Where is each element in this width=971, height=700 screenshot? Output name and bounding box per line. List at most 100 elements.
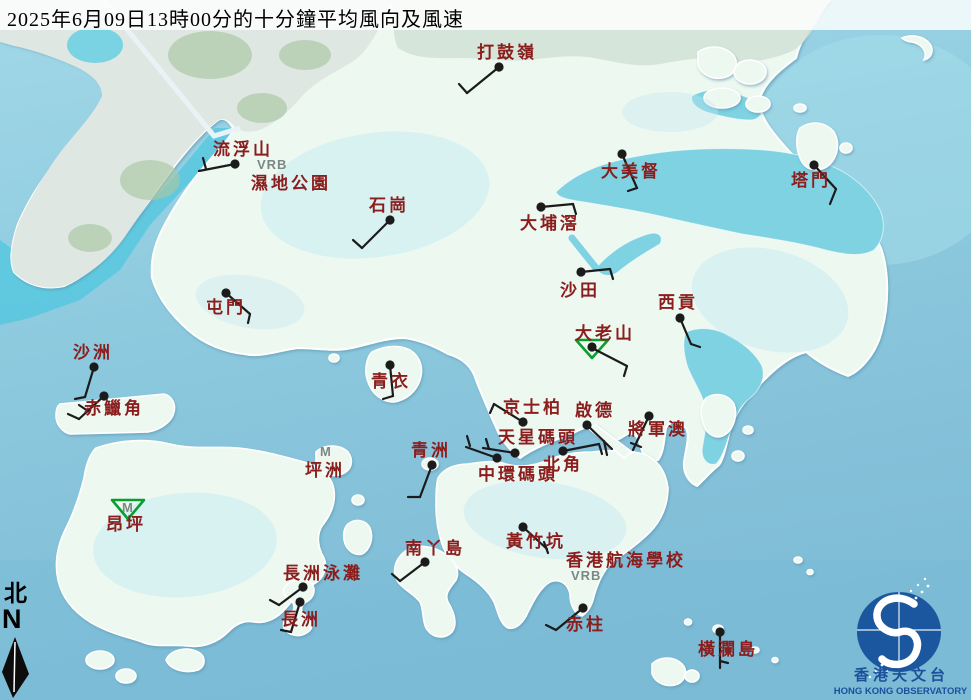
island-ne-small bbox=[793, 103, 807, 113]
island-kat-o-3 bbox=[703, 87, 741, 109]
island-hei-ling-chau bbox=[342, 519, 373, 556]
island-shek-kwu-chau bbox=[165, 648, 205, 673]
island-kau-yi-chau bbox=[351, 494, 365, 506]
wind-barb-line bbox=[289, 600, 302, 634]
station-dot bbox=[510, 448, 520, 458]
wind-barb-line bbox=[388, 363, 395, 398]
station-dot bbox=[385, 360, 395, 370]
wind-barb-line bbox=[246, 312, 252, 325]
station-cheung-chau-beach bbox=[268, 582, 308, 607]
shekou-water-patch bbox=[67, 27, 123, 63]
station-dot bbox=[385, 215, 395, 225]
wind-barb-line bbox=[484, 437, 491, 451]
wind-barb-line bbox=[351, 238, 364, 250]
wind-barb-line bbox=[579, 267, 612, 274]
station-tai-mei-tuk bbox=[617, 149, 639, 193]
station-dot bbox=[587, 342, 597, 352]
station-dot bbox=[644, 411, 654, 421]
shenzhen-river bbox=[101, 0, 241, 139]
station-tates-cairn bbox=[574, 338, 629, 378]
islet-ninepin-1 bbox=[793, 556, 803, 564]
islet-se-3 bbox=[771, 656, 779, 664]
wind-barb-line bbox=[622, 364, 629, 378]
hko-logo-name-en: HONG KONG OBSERVATORY bbox=[833, 686, 968, 697]
island-kau-sai-chau bbox=[700, 393, 737, 438]
station-sai-kung bbox=[675, 313, 702, 349]
hill-station-triangle-icon bbox=[574, 338, 610, 360]
island-po-toi bbox=[651, 657, 687, 687]
hill-station-triangle-icon bbox=[110, 498, 146, 521]
station-tuen-mun bbox=[221, 288, 252, 325]
station-dot bbox=[617, 149, 627, 159]
island-kat-o-4 bbox=[745, 95, 771, 113]
wind-barb-line bbox=[418, 463, 434, 499]
station-dot bbox=[518, 417, 528, 427]
compass-north-label-zh: 北 bbox=[4, 581, 27, 606]
station-ta-kwu-ling bbox=[457, 62, 504, 95]
wind-barb-line bbox=[812, 163, 838, 191]
wind-barb-line bbox=[602, 439, 609, 457]
tolo-harbour bbox=[555, 148, 884, 255]
hko-logo-swirl bbox=[873, 594, 922, 669]
island-port-shelter-3 bbox=[731, 450, 745, 462]
station-tai-po-kau bbox=[536, 202, 578, 216]
wind-barb-line bbox=[554, 606, 585, 632]
wind-barb-line bbox=[83, 365, 96, 399]
station-waglan-island bbox=[715, 627, 730, 670]
wind-barb-line bbox=[542, 540, 550, 555]
station-dot bbox=[420, 557, 430, 567]
station-cheung-chau bbox=[279, 597, 305, 634]
station-green-island bbox=[406, 460, 437, 499]
wind-barb-line bbox=[465, 65, 501, 95]
island-peng-chau bbox=[315, 445, 353, 477]
wind-barb-line bbox=[592, 347, 629, 368]
station-stanley bbox=[544, 603, 588, 632]
station-wong-chuk-hang bbox=[518, 522, 550, 555]
wind-barb-line bbox=[689, 342, 702, 349]
wind-barb-line bbox=[597, 442, 604, 456]
wind-barb-line bbox=[488, 402, 496, 415]
wind-barb-line bbox=[539, 202, 575, 209]
island-ma-wan bbox=[328, 353, 340, 363]
wind-barb-line bbox=[277, 585, 305, 607]
wind-barb-line bbox=[521, 525, 549, 551]
station-dot bbox=[221, 288, 231, 298]
station-dot bbox=[492, 453, 502, 463]
station-tsing-yi bbox=[381, 360, 395, 401]
station-chek-lap-kok bbox=[66, 391, 109, 421]
station-dot bbox=[298, 582, 308, 592]
wind-barb-line bbox=[828, 187, 838, 206]
stations-layer bbox=[66, 62, 838, 670]
island-soko-1 bbox=[85, 650, 115, 670]
island-kat-o-1 bbox=[697, 46, 738, 80]
wind-barb-line bbox=[390, 572, 402, 583]
station-ngong-ping bbox=[110, 498, 146, 521]
island-crescent-ne bbox=[900, 35, 933, 62]
wind-barb-line bbox=[718, 659, 730, 665]
wind-barb-line bbox=[77, 394, 106, 421]
island-port-shelter-2 bbox=[742, 425, 754, 435]
islet-ninepin-2 bbox=[806, 568, 814, 576]
station-lau-fau-shan bbox=[197, 156, 240, 173]
station-dot bbox=[89, 362, 99, 372]
island-airport bbox=[55, 393, 176, 435]
station-dot bbox=[558, 446, 568, 456]
tide-cove bbox=[595, 232, 662, 276]
wind-barb-line bbox=[224, 291, 252, 316]
wind-barb-line bbox=[678, 316, 693, 346]
wind-barb-line bbox=[197, 162, 237, 173]
island-po-toi-2 bbox=[684, 669, 700, 683]
shing-mun-river bbox=[568, 234, 600, 272]
wind-barb-line bbox=[201, 156, 208, 171]
island-soko-2 bbox=[115, 668, 137, 684]
station-dot bbox=[427, 460, 437, 470]
wind-barb-line bbox=[585, 423, 614, 451]
station-dot bbox=[809, 160, 819, 170]
island-lamma bbox=[393, 545, 459, 638]
station-dot bbox=[494, 62, 504, 72]
wind-barb-line bbox=[464, 445, 499, 460]
station-central-pier bbox=[464, 434, 502, 463]
island-tsing-yi bbox=[365, 345, 423, 403]
compass-north-label-en: N bbox=[2, 604, 22, 634]
island-tap-mun-2 bbox=[839, 142, 853, 154]
